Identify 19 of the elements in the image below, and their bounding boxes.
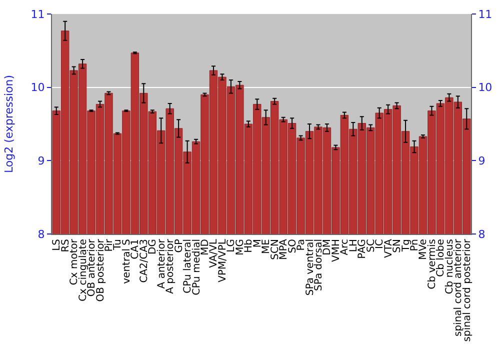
x-tick-label: Tg xyxy=(400,239,412,252)
x-tick-label: Cb lobe xyxy=(436,239,447,277)
x-tick-label: GP xyxy=(174,239,185,253)
x-tick-label: OB posterior xyxy=(95,238,106,302)
y-tick-label: 9 xyxy=(38,154,45,168)
y-tick-label: 10 xyxy=(30,81,45,94)
y-tick-label: 8 xyxy=(38,228,45,241)
y2-tick-label: 11 xyxy=(478,8,492,21)
x-tick-label: Pa xyxy=(296,239,308,251)
x-tick-label: DG xyxy=(148,239,159,254)
y2-tick-label: 9 xyxy=(478,154,486,168)
x-tick-label: spinal cord posterior xyxy=(462,238,473,342)
x-tick-label: A posterior xyxy=(165,238,176,294)
y-tick-label: 11 xyxy=(30,8,45,21)
x-tick-label: RS xyxy=(60,239,72,252)
x-tick-label: MVe xyxy=(418,239,430,260)
y2-tick-label: 10 xyxy=(478,81,492,94)
y2-tick-label: 8 xyxy=(478,228,486,241)
y-axis-title: Log2 (expression) xyxy=(2,74,16,174)
